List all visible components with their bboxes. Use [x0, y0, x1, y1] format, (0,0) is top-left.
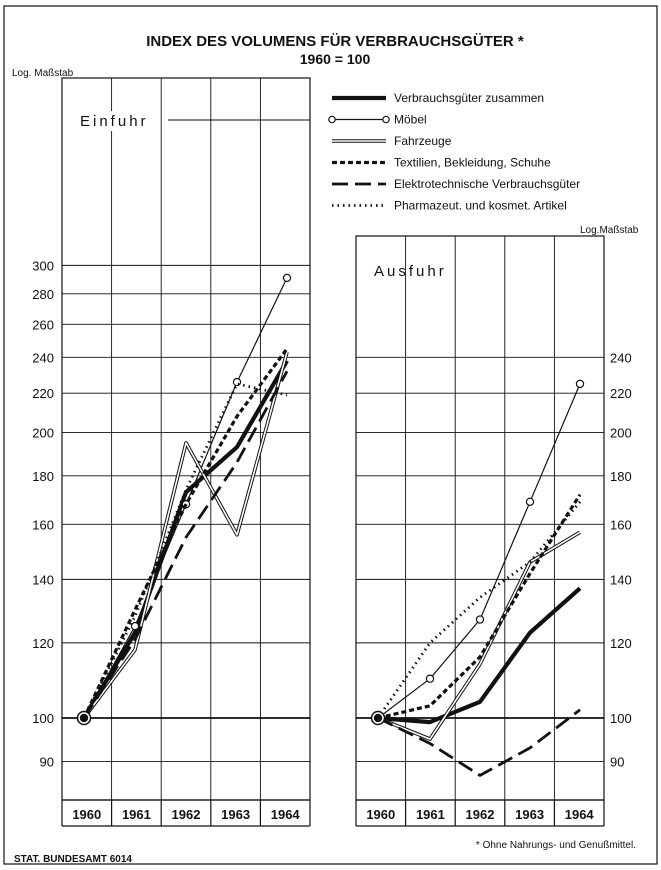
legend-verbrauchsg-ter-zusammen-bg — [328, 88, 618, 108]
series-lines — [76, 273, 585, 777]
chart-subtitle: 1960 = 100 — [300, 51, 371, 67]
panel-ausfuhr-xtick-1962: 1962 — [466, 807, 495, 822]
panel-ausfuhr-series-m-bel-point-1962 — [475, 615, 485, 624]
source-note: STAT. BUNDESAMT 6014 — [14, 854, 132, 865]
panel-einfuhr-ytick-180: 180 — [32, 469, 54, 484]
panel-ausfuhr-series-textilien-bekleidung-schuhe — [377, 493, 582, 720]
panel-einfuhr-ytick-280: 280 — [32, 287, 54, 302]
chart-title: INDEX DES VOLUMENS FÜR VERBRAUCHSGÜTER * — [146, 33, 524, 50]
legend-elektrotechnische-verbrauchsg-ter-bg — [328, 174, 618, 194]
panel-ausfuhr-label: Ausfuhr — [374, 263, 447, 280]
panel-ausfuhr-xtick-1963: 1963 — [515, 807, 544, 822]
panel-einfuhr-series-textilien-bekleidung-schuhe — [82, 347, 289, 719]
panel-ausfuhr-series-pharmazeut-und-kosmet-artikel — [376, 500, 582, 719]
panel-einfuhr-ytick-140: 140 — [32, 572, 54, 587]
panel-einfuhr-label-bg — [74, 111, 158, 131]
panel-einfuhr-ytick-260: 260 — [32, 317, 54, 332]
panel-ausfuhr-xtick-1960: 1960 — [366, 807, 395, 822]
legend-m-bel-marker-b — [382, 115, 390, 124]
legend-pharmazeut-und-kosmet-artikel-label: Pharmazeut. und kosmet. Artikel — [394, 199, 567, 213]
panel-ausfuhr-series-m-bel-point-1963 — [525, 497, 535, 507]
panel-ausfuhr-ytick-160: 160 — [610, 517, 632, 532]
panel-ausfuhr-series-fahrzeuge-inner — [377, 531, 581, 740]
panel-einfuhr-series-fahrzeuge-inner — [83, 351, 288, 719]
panel-einfuhr-origin-dot — [79, 713, 89, 723]
panel-ausfuhr-xtick-1964: 1964 — [565, 807, 595, 822]
legend-pharmazeut-und-kosmet-artikel-bg — [328, 195, 618, 216]
panel-einfuhr-series-m-bel-point-1963 — [232, 377, 242, 387]
panel-ausfuhr-series-elektrotechnische-verbrauchsg-ter — [377, 708, 581, 777]
panel-einfuhr-xtick-1962: 1962 — [172, 807, 201, 822]
panel-einfuhr-ytick-240: 240 — [32, 350, 54, 365]
panel-einfuhr-xtick-1964: 1964 — [271, 807, 301, 822]
panel-ausfuhr-ytick-220: 220 — [610, 386, 632, 401]
legend-fahrzeuge-label: Fahrzeuge — [394, 134, 452, 148]
panel-ausfuhr-xtick-1961: 1961 — [416, 807, 445, 822]
panel-ausfuhr-series-verbrauchsg-ter-zusammen — [377, 586, 582, 725]
panel-einfuhr-xtick-1963: 1963 — [221, 807, 250, 822]
panel-einfuhr-ytick-90: 90 — [40, 754, 54, 769]
legend-textilien-bekleidung-schuhe-bg — [328, 152, 618, 173]
legend-verbrauchsg-ter-zusammen-label: Verbrauchsgüter zusammen — [394, 91, 544, 105]
panel-ausfuhr-ytick-140: 140 — [610, 572, 632, 587]
grid-lines — [61, 77, 605, 827]
panel-ausfuhr-ytick-180: 180 — [610, 469, 632, 484]
panel-einfuhr-ytick-100: 100 — [32, 711, 54, 726]
panel-ausfuhr-series-m-bel-point-1964 — [575, 379, 585, 389]
legend-m-bel-label: Möbel — [394, 113, 427, 127]
panel-ausfuhr-yaxis-label: Log.Maßstab — [580, 225, 639, 236]
panel-einfuhr-ytick-220: 220 — [32, 386, 54, 401]
panel-einfuhr-ytick-120: 120 — [32, 636, 54, 651]
axes: 90 100 120 140 160 180 200 220 240 260 280 300 1960 1… — [12, 68, 639, 822]
panel-ausfuhr-ytick-120: 120 — [610, 636, 632, 651]
legend-fahrzeuge-bg — [328, 131, 618, 151]
panel-einfuhr-ytick-300: 300 — [32, 258, 54, 273]
panel-einfuhr-xtick-1961: 1961 — [122, 807, 151, 822]
panel-ausfuhr-series-m-bel-point-1961 — [425, 674, 435, 683]
panel-ausfuhr-ytick-240: 240 — [610, 350, 632, 365]
panel-ausfuhr-origin-dot — [373, 713, 383, 723]
panel-einfuhr-ytick-200: 200 — [32, 425, 54, 440]
panel-einfuhr-label: Einfuhr — [80, 113, 149, 130]
panel-einfuhr-xtick-1960: 1960 — [72, 807, 101, 822]
legend-elektrotechnische-verbrauchsg-ter-label: Elektrotechnische Verbrauchsgüter — [394, 177, 580, 191]
panel-ausfuhr-ytick-90: 90 — [610, 754, 624, 769]
panel-einfuhr-series-m-bel-point-1961 — [130, 621, 140, 631]
panel-ausfuhr-ytick-100: 100 — [610, 711, 632, 726]
legend-m-bel-marker-a — [328, 115, 336, 124]
legend-textilien-bekleidung-schuhe-label: Textilien, Bekleidung, Schuhe — [394, 156, 551, 170]
footnote: * Ohne Nahrungs- und Genußmittel. — [476, 840, 636, 851]
panel-ausfuhr-ytick-200: 200 — [610, 425, 632, 440]
panel-einfuhr-series-elektrotechnische-verbrauchsg-ter — [82, 370, 289, 719]
panel-einfuhr-series-m-bel-point-1964 — [282, 273, 292, 283]
legend: Verbrauchsgüter zusammen Möbel Fahrzeuge Te… — [328, 88, 618, 216]
panel-einfuhr-yaxis-label: Log. Maßstab — [12, 68, 74, 79]
panel-einfuhr-ytick-160: 160 — [32, 517, 54, 532]
legend-m-bel-bg — [328, 109, 618, 130]
